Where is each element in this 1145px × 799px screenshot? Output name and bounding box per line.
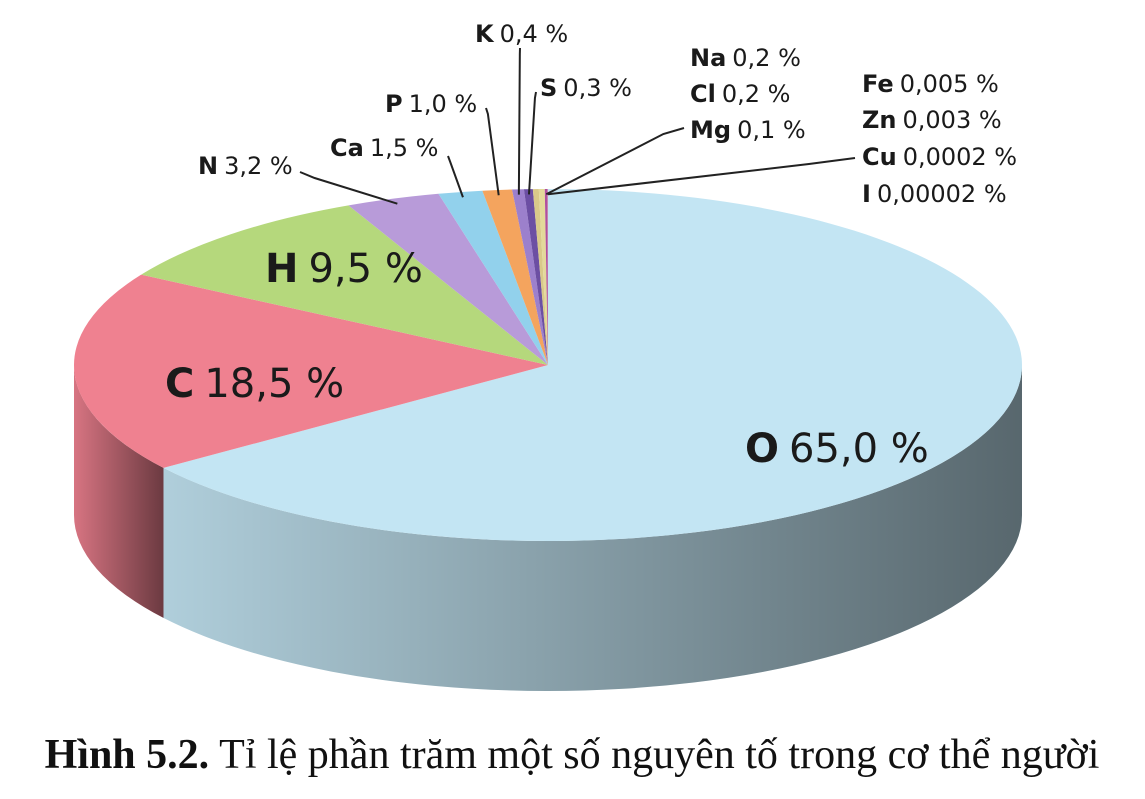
slice-name: C: [165, 361, 194, 407]
leader-line: [447, 155, 464, 198]
slice: [538, 189, 548, 365]
slice: [163, 189, 1022, 541]
slice-value: 3,2 %: [224, 152, 293, 180]
slice-label: C 18,5 %: [165, 361, 344, 407]
slice-name: O: [745, 426, 779, 472]
slice-name: Cl: [690, 80, 716, 108]
slice-name: Ca: [330, 134, 364, 162]
slice-label: N 3,2 %: [198, 152, 293, 180]
slice-label: P 1,0 %: [385, 90, 477, 118]
slice-value: 0,005 %: [900, 70, 999, 98]
slice-name: P: [385, 90, 403, 118]
slice-name: Mg: [690, 116, 731, 144]
slice-value: 0,3 %: [563, 74, 632, 102]
slice: [523, 189, 548, 365]
slice: [73, 274, 549, 468]
slice: [532, 189, 548, 365]
slice-value: 9,5 %: [308, 246, 422, 292]
slice-label: Zn 0,003 %: [862, 106, 1002, 134]
caption-label: Hình 5.2.: [45, 732, 210, 778]
slice-value: 0,2 %: [732, 44, 801, 72]
slice-name: Na: [690, 44, 726, 72]
slice-name: K: [475, 20, 495, 48]
slice-value: 18,5 %: [204, 361, 344, 407]
caption-text: Tỉ lệ phần trăm một số nguyên tố trong c…: [219, 732, 1099, 778]
slice-label: Cu 0,0002 %: [862, 143, 1017, 171]
slice-label: Ca 1,5 %: [330, 134, 438, 162]
slice-side-shade: [74, 365, 164, 618]
leader-line: [527, 91, 537, 195]
caption: Hình 5.2. Tỉ lệ phần trăm một số nguyên t…: [45, 732, 1100, 778]
slice-label: Fe 0,005 %: [862, 70, 999, 98]
slice-value: 0,1 %: [737, 116, 806, 144]
leader-line: [299, 171, 398, 205]
slice: [438, 190, 548, 365]
labels: O 65,0 % C 18,5 % H 9,5 % N 3,2 % Ca 1,5 % P 1,0 % K…: [165, 20, 1017, 472]
slice-label: Na 0,2 %: [690, 44, 801, 72]
slice-label: O 65,0 %: [745, 426, 929, 472]
leader-line: [517, 47, 521, 195]
slice-name: H: [265, 246, 298, 292]
slice-value: 1,5 %: [370, 134, 439, 162]
slice-value: 65,0 %: [789, 426, 929, 472]
slice-label: Cl 0,2 %: [690, 80, 790, 108]
slice: [512, 189, 548, 365]
leader-line: [545, 127, 685, 196]
slice-value: 0,4 %: [500, 20, 569, 48]
slice-value: 0,00002 %: [877, 180, 1007, 208]
pie: [73, 188, 1023, 692]
leader-line: [547, 157, 856, 196]
slice-name: N: [198, 152, 218, 180]
slice-label: H 9,5 %: [265, 246, 423, 292]
slice-value: 0,0002 %: [903, 143, 1017, 171]
slice-label: Mg 0,1 %: [690, 116, 806, 144]
slice-name: Cu: [862, 143, 897, 171]
slice: [141, 205, 549, 365]
slice-name: Fe: [862, 70, 894, 98]
slice: [544, 189, 548, 365]
slice: [348, 193, 548, 365]
slice-value: 0,003 %: [903, 106, 1002, 134]
slice-name: Zn: [862, 106, 897, 134]
slice-name: S: [540, 74, 557, 102]
slice-value: 0,2 %: [722, 80, 791, 108]
slice-label: K 0,4 %: [475, 20, 568, 48]
slice-label: I 0,00002 %: [862, 180, 1007, 208]
slice-side-shade: [163, 365, 1023, 692]
slice-value: 1,0 %: [409, 90, 478, 118]
slice: [482, 189, 548, 365]
slice-name: I: [862, 180, 871, 208]
slice-label: S 0,3 %: [540, 74, 632, 102]
leader-line: [485, 107, 500, 196]
